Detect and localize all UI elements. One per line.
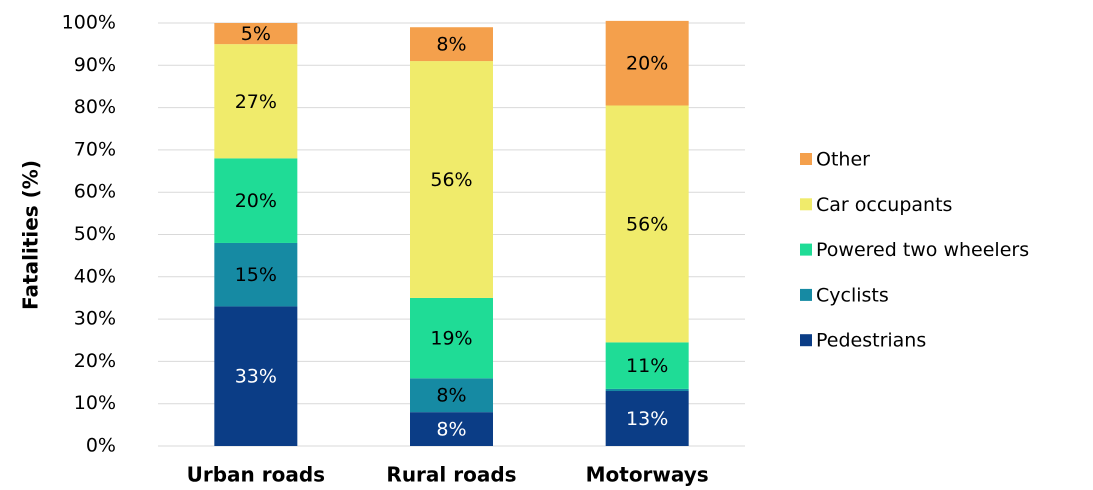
data-label: 56%: [430, 169, 472, 191]
data-label: 19%: [430, 328, 472, 350]
legend-swatch: [800, 334, 812, 347]
bar-segment: [214, 23, 298, 45]
data-label: 8%: [436, 385, 466, 407]
y-tick-label: 90%: [74, 54, 116, 76]
bar-segment: [410, 412, 493, 446]
legend-swatch: [800, 153, 812, 165]
legend-label: Other: [816, 149, 870, 171]
bar-segment: [605, 105, 689, 343]
y-tick-label: 80%: [74, 96, 116, 118]
bar-segment: [410, 27, 493, 62]
x-tick-label: Motorways: [586, 463, 709, 487]
bar-segment: [605, 388, 689, 392]
y-tick-label: 0%: [86, 435, 116, 457]
y-tick-label: 20%: [74, 350, 116, 372]
bar-segment: [605, 391, 689, 446]
y-tick-label: 60%: [74, 181, 116, 203]
bar-segment: [214, 242, 298, 307]
bar-segment: [214, 158, 298, 243]
bar-segment: [410, 297, 493, 379]
legend-swatch: [800, 243, 812, 256]
y-tick-label: 40%: [74, 265, 116, 287]
data-label: 20%: [626, 53, 668, 75]
bar-segment: [605, 20, 689, 106]
data-label: 11%: [626, 355, 668, 377]
data-label: 33%: [235, 366, 277, 388]
data-label: 8%: [436, 419, 466, 441]
legend-swatch: [800, 198, 812, 211]
data-label: 13%: [626, 408, 668, 430]
data-label: 15%: [235, 264, 277, 286]
legend-swatch: [800, 288, 812, 301]
legend-label: Pedestrians: [816, 330, 926, 352]
data-label: 5%: [241, 23, 271, 45]
legend-label: Cyclists: [816, 284, 889, 306]
y-tick-label: 100%: [62, 12, 116, 34]
y-tick-label: 10%: [74, 392, 116, 414]
data-label: 8%: [436, 34, 466, 56]
legend-label: Car occupants: [816, 194, 952, 216]
bar-segment: [605, 342, 689, 389]
y-tick-label: 30%: [74, 308, 116, 330]
x-tick-label: Urban roads: [187, 463, 325, 487]
y-axis-label: Fatalities (%): [19, 160, 43, 310]
y-tick-label: 70%: [74, 138, 116, 160]
data-label: 56%: [626, 213, 668, 235]
bar-segment: [410, 61, 493, 298]
bar-segment: [214, 44, 298, 159]
y-tick-label: 50%: [74, 223, 116, 245]
data-label: 20%: [235, 190, 277, 212]
bar-segment: [214, 306, 298, 446]
legend-label: Powered two wheelers: [816, 239, 1029, 261]
x-tick-label: Rural roads: [386, 463, 516, 487]
data-label: 27%: [235, 91, 277, 113]
bar-segment: [410, 378, 493, 413]
